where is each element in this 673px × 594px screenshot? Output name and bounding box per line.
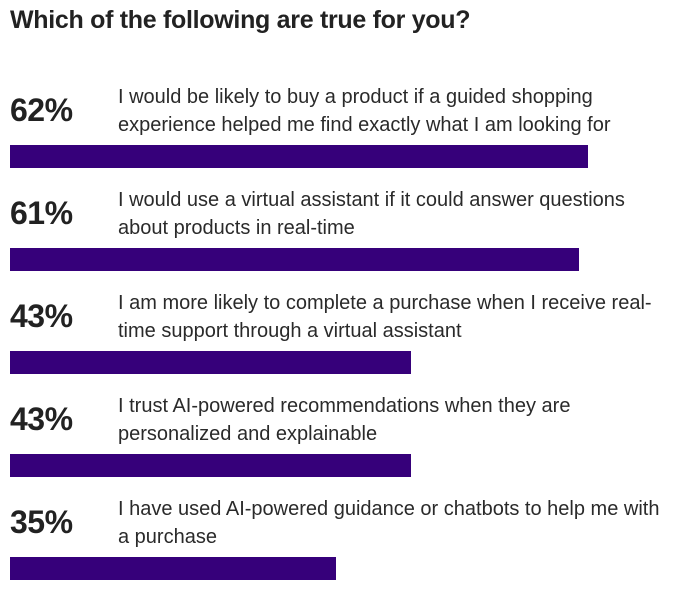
value-label: 62% [10, 92, 73, 128]
chart-row: 35% I have used AI-powered guidance or ch… [0, 494, 673, 594]
category-label: I would be likely to buy a product if a … [118, 86, 611, 136]
bar [10, 557, 336, 580]
bar [10, 145, 588, 168]
value-label: 43% [10, 401, 73, 437]
category-label: I would use a virtual assistant if it co… [118, 189, 625, 239]
category-label: I am more likely to complete a purchase … [118, 292, 652, 342]
category-label: I have used AI-powered guidance or chatb… [118, 498, 660, 548]
chart-row: 43% I trust AI-powered recommendations wh… [0, 391, 673, 491]
chart-row: 43% I am more likely to complete a purcha… [0, 288, 673, 388]
bar [10, 454, 411, 477]
category-label: I trust AI-powered recommendations when … [118, 395, 571, 445]
bar [10, 351, 411, 374]
value-label: 35% [10, 504, 73, 540]
chart-row: 62% I would be likely to buy a product if… [0, 82, 673, 182]
chart-row: 61% I would use a virtual assistant if it… [0, 185, 673, 285]
value-label: 43% [10, 298, 73, 334]
chart-title: Which of the following are true for you? [10, 6, 471, 34]
bar [10, 248, 579, 271]
value-label: 61% [10, 195, 73, 231]
